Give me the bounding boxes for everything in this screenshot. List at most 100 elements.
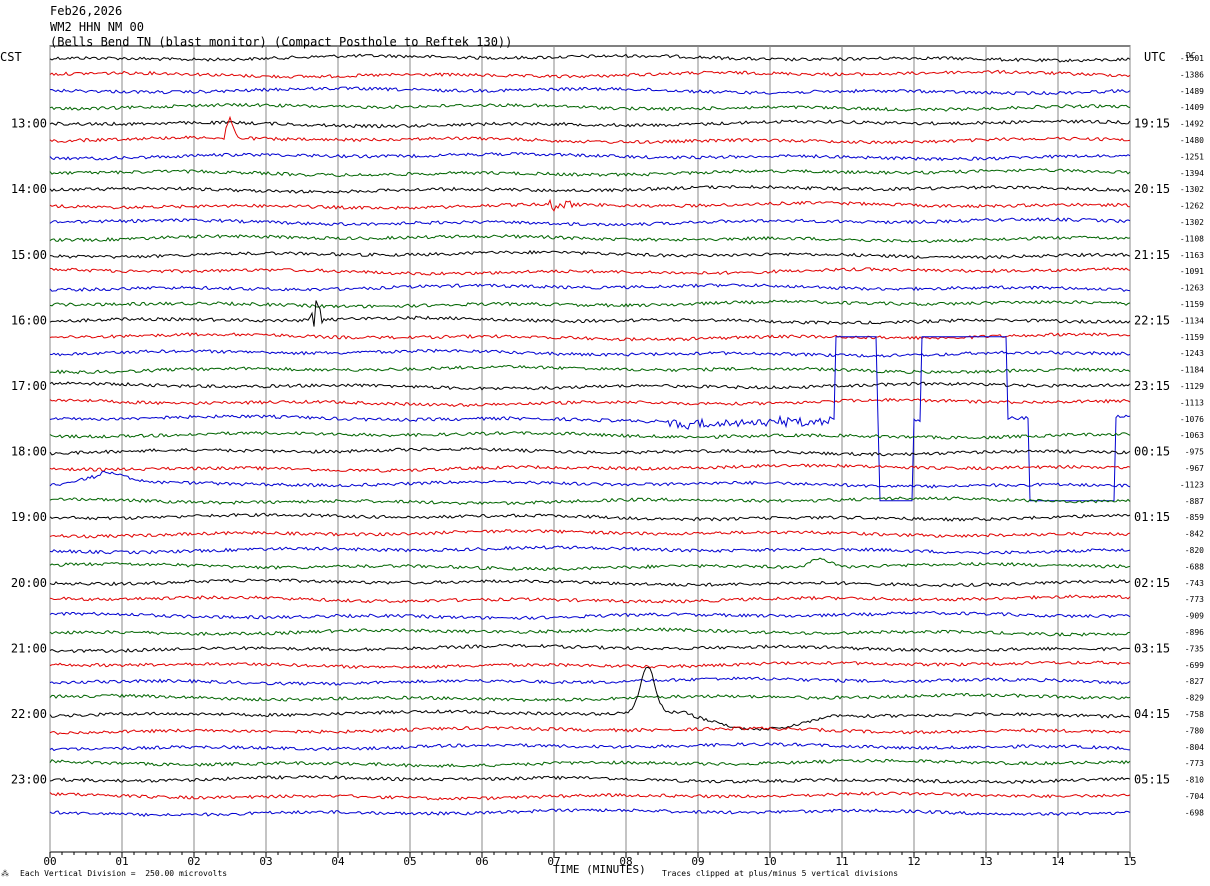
right-hour-label: 21:15: [1134, 248, 1170, 262]
trace-3: [49, 102, 1131, 112]
dc-offset-label: -1386: [1180, 70, 1204, 79]
dc-offset-label: -1123: [1180, 480, 1204, 489]
left-timezone-label: CST: [0, 50, 22, 64]
date-label: Feb26,2026: [50, 4, 123, 18]
clip-note: Traces clipped at plus/minus 5 vertical …: [662, 869, 899, 878]
trace-1: [49, 69, 1131, 79]
left-hour-label: 14:00: [11, 182, 47, 196]
dc-offset-label: -699: [1185, 661, 1204, 670]
x-tick-label-05: 05: [403, 855, 416, 868]
dc-offset-label: -1394: [1180, 169, 1204, 178]
dc-offset-label: -1184: [1180, 366, 1204, 375]
x-tick-label-08: 08: [619, 855, 632, 868]
right-hour-label: 22:15: [1134, 313, 1170, 327]
trace-21: [49, 397, 1131, 408]
dc-offset-label: -1480: [1180, 136, 1204, 145]
dc-offset-label: -773: [1185, 595, 1204, 604]
left-hour-label: 13:00: [11, 117, 47, 131]
right-hour-label: 02:15: [1134, 576, 1170, 590]
right-hour-label: 05:15: [1134, 773, 1170, 787]
dc-offset-label: -1251: [1180, 152, 1204, 161]
x-tick-label-04: 04: [331, 855, 345, 868]
dc-offset-label: -1489: [1180, 87, 1204, 96]
right-hour-label: 01:15: [1134, 510, 1170, 524]
x-tick-label-09: 09: [691, 855, 704, 868]
dc-offset-label: -1108: [1180, 234, 1204, 243]
trace-31: [49, 557, 1131, 571]
dc-offset-label: -810: [1185, 776, 1204, 785]
dc-offset-label: -1076: [1180, 415, 1204, 424]
x-tick-label-14: 14: [1051, 855, 1065, 868]
x-tick-label-02: 02: [187, 855, 200, 868]
trace-24: [49, 446, 1131, 457]
trace-41: [49, 726, 1131, 736]
dc-offset-label: -1091: [1180, 267, 1204, 276]
dc-offset-label: -1409: [1180, 103, 1204, 112]
dc-offset-label: -688: [1185, 562, 1204, 571]
dc-offset-label: -1263: [1180, 284, 1204, 293]
trace-17: [49, 332, 1131, 342]
left-hour-label: 23:00: [11, 773, 47, 787]
trace-36: [49, 643, 1131, 654]
dc-offset-label: -967: [1185, 464, 1204, 473]
dc-offset-label: -743: [1185, 579, 1204, 588]
trace-44: [49, 774, 1131, 784]
dc-offset-label: -842: [1185, 530, 1204, 539]
x-tick-label-06: 06: [475, 855, 488, 868]
trace-25: [49, 463, 1131, 473]
trace-40: [49, 666, 1131, 732]
dc-offset-label: -1262: [1180, 202, 1204, 211]
trace-27: [49, 496, 1131, 506]
trace-19: [49, 364, 1131, 375]
trace-46: [49, 808, 1131, 818]
dc-offset-label: -1492: [1180, 120, 1204, 129]
left-hour-label: 20:00: [11, 576, 47, 590]
trace-13: [49, 266, 1131, 276]
dc-offset-label: -1159: [1180, 300, 1204, 309]
right-hour-label: 20:15: [1134, 182, 1170, 196]
x-tick-label-11: 11: [835, 855, 848, 868]
left-hour-label: 15:00: [11, 248, 47, 262]
dc-offset-label: -887: [1185, 497, 1204, 506]
left-hour-label: 16:00: [11, 313, 47, 327]
dc-offset-label: -1134: [1180, 316, 1204, 325]
x-tick-label-07: 07: [547, 855, 560, 868]
x-tick-label-00: 00: [43, 855, 56, 868]
dc-offset-label: -1302: [1180, 185, 1204, 194]
x-tick-label-15: 15: [1123, 855, 1136, 868]
x-tick-label-03: 03: [259, 855, 272, 868]
trace-37: [49, 660, 1131, 670]
station-label: WM2 HHN NM 00: [50, 20, 144, 34]
right-timezone-label: UTC: [1144, 50, 1166, 64]
right-hour-label: 04:15: [1134, 707, 1170, 721]
trace-26: [49, 470, 1131, 489]
dc-offset-label: -1113: [1180, 398, 1204, 407]
right-hour-label: 23:15: [1134, 379, 1170, 393]
trace-2: [49, 86, 1131, 96]
trace-22: [49, 336, 1131, 502]
trace-29: [49, 529, 1131, 539]
trace-9: [49, 198, 1131, 212]
dc-offset-label: -1163: [1180, 251, 1204, 260]
dc-offset-label: -859: [1185, 513, 1204, 522]
trace-23: [49, 430, 1131, 440]
trace-28: [49, 512, 1131, 522]
dc-offset-label: -1159: [1180, 333, 1204, 342]
trace-6: [49, 152, 1131, 162]
trace-12: [49, 249, 1131, 260]
trace-34: [49, 610, 1131, 620]
dc-offset-label: -804: [1185, 743, 1204, 752]
dc-label: DC: [1186, 51, 1196, 60]
dc-offset-label: -827: [1185, 677, 1204, 686]
dc-offset-label: -773: [1185, 759, 1204, 768]
right-hour-label: 00:15: [1134, 445, 1170, 459]
dc-offset-label: -698: [1185, 808, 1204, 817]
scale-icon: ⁂: [1, 869, 9, 878]
dc-offset-label: -1129: [1180, 382, 1204, 391]
x-tick-label-10: 10: [763, 855, 776, 868]
trace-45: [49, 791, 1131, 801]
dc-offset-label: -909: [1185, 612, 1204, 621]
trace-35: [49, 627, 1131, 637]
trace-30: [49, 545, 1131, 555]
